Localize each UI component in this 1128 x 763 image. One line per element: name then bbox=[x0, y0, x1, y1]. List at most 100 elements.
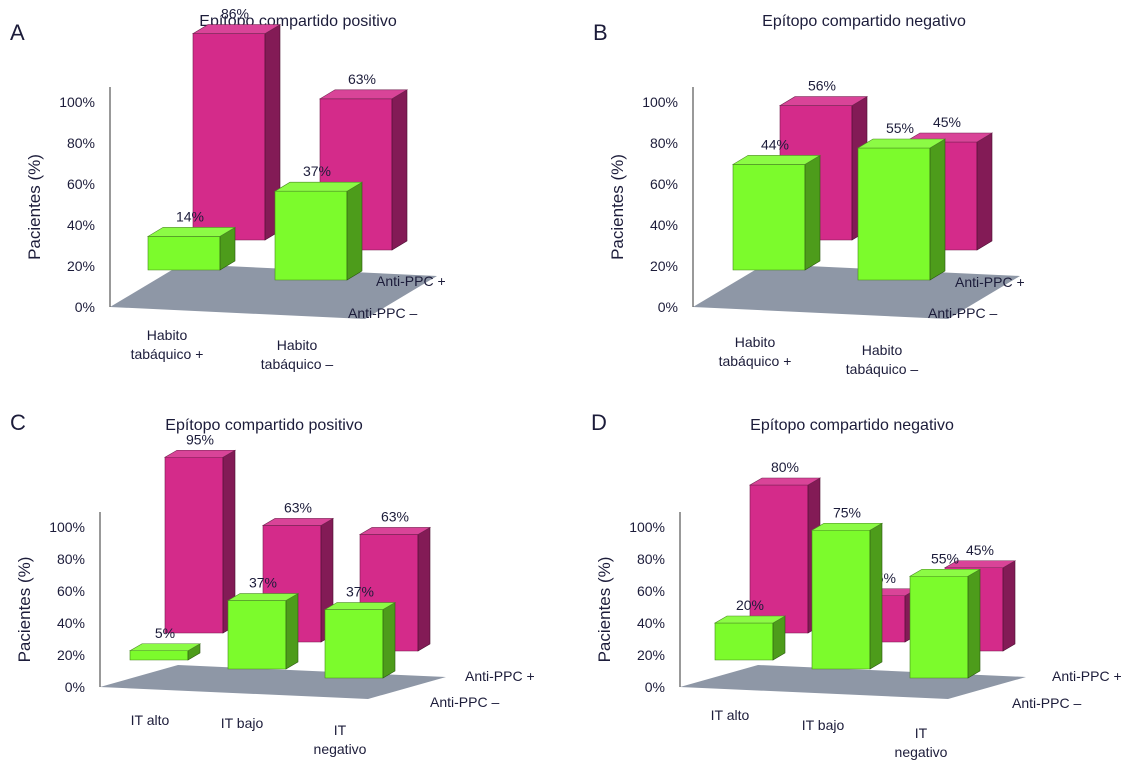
bar-anti-ppc-neg-front bbox=[857, 147, 931, 281]
x-category-label: negativo bbox=[895, 744, 948, 760]
data-label: 45% bbox=[966, 542, 994, 558]
panel-letter: D bbox=[591, 410, 607, 435]
panel-letter: B bbox=[593, 20, 608, 45]
chart-panel-d: D Epítopo compartido negativo 0% 20% 40% 60% 8… bbox=[591, 410, 1122, 760]
y-tick-label: 40% bbox=[650, 217, 678, 233]
x-category-label: Habito bbox=[147, 327, 188, 343]
bar-anti-ppc-neg-top bbox=[908, 568, 982, 577]
x-category-label: tabáquico + bbox=[131, 346, 204, 362]
chart-panel-c: C Epítopo compartido positivo 0% 20% 40% 60% 8… bbox=[10, 410, 535, 757]
chart-title: Epítopo compartido positivo bbox=[165, 417, 363, 434]
x-category-label: IT bbox=[915, 725, 928, 741]
chart-title: Epítopo compartido negativo bbox=[762, 13, 966, 30]
y-tick-label: 100% bbox=[642, 94, 678, 110]
series-label-anti-ppc-neg: Anti-PPC – bbox=[430, 694, 499, 710]
bar-anti-ppc-neg-side bbox=[382, 602, 396, 679]
bar-anti-ppc-neg-front bbox=[274, 190, 348, 281]
bar-anti-ppc-pos-front bbox=[164, 456, 224, 634]
y-axis-label: Pacientes (%) bbox=[25, 154, 44, 260]
y-axis-label: Pacientes (%) bbox=[15, 557, 34, 663]
series-label-anti-ppc-neg: Anti-PPC – bbox=[1012, 695, 1081, 711]
bar-anti-ppc-pos bbox=[358, 526, 432, 652]
y-tick-label: 60% bbox=[650, 176, 678, 192]
x-category-label: IT alto bbox=[711, 707, 750, 723]
y-tick-label: 80% bbox=[637, 551, 665, 567]
y-tick-label: 60% bbox=[67, 176, 95, 192]
bar-anti-ppc-neg bbox=[810, 522, 884, 670]
y-axis-label: Pacientes (%) bbox=[595, 557, 614, 663]
x-category-label: tabáquico – bbox=[846, 361, 919, 377]
y-tick-label: 40% bbox=[637, 615, 665, 631]
data-label: 63% bbox=[284, 499, 312, 515]
y-tick-label: 0% bbox=[645, 679, 665, 695]
bar-anti-ppc-pos-top bbox=[358, 527, 432, 535]
data-label: 44% bbox=[761, 136, 789, 152]
y-tick-label: 0% bbox=[75, 299, 95, 315]
bar-anti-ppc-neg bbox=[128, 643, 202, 661]
bar-anti-ppc-pos-top bbox=[261, 518, 335, 526]
x-category-label: tabáquico – bbox=[261, 356, 334, 372]
data-label: 37% bbox=[303, 163, 331, 179]
bar-anti-ppc-pos-side bbox=[1002, 560, 1016, 652]
data-label: 95% bbox=[186, 431, 214, 447]
bar-anti-ppc-neg-front bbox=[811, 529, 871, 670]
bar-anti-ppc-neg-side bbox=[804, 154, 821, 271]
y-tick-label: 100% bbox=[49, 519, 85, 535]
data-label: 55% bbox=[931, 550, 959, 566]
bar-anti-ppc-neg-top bbox=[273, 181, 364, 192]
bar-anti-ppc-neg-front bbox=[714, 622, 774, 661]
bar-anti-ppc-pos-top bbox=[191, 24, 282, 34]
x-category-label: IT bajo bbox=[221, 715, 264, 731]
chart-title: Epítopo compartido negativo bbox=[750, 417, 954, 434]
bar-anti-ppc-neg-front bbox=[129, 650, 189, 661]
bar-anti-ppc-neg bbox=[226, 593, 300, 670]
bar-anti-ppc-neg-side bbox=[869, 522, 883, 670]
data-label: 20% bbox=[736, 597, 764, 613]
data-label: 14% bbox=[176, 208, 204, 224]
bar-anti-ppc-neg bbox=[908, 568, 982, 679]
bar-anti-ppc-pos-top bbox=[748, 477, 822, 486]
bar-anti-ppc-neg-side bbox=[346, 181, 363, 281]
bar-anti-ppc-neg bbox=[856, 138, 947, 281]
x-category-label: tabáquico + bbox=[719, 353, 792, 369]
chart-panel-b: B Epítopo compartido negativo 0% 20% 40% 60% 8… bbox=[593, 13, 1025, 377]
data-label: 37% bbox=[249, 575, 277, 591]
y-tick-label: 0% bbox=[65, 679, 85, 695]
series-label-anti-ppc-pos: Anti-PPC + bbox=[465, 668, 535, 684]
y-tick-label: 20% bbox=[650, 258, 678, 274]
bar-anti-ppc-pos-side bbox=[391, 89, 408, 251]
bar-anti-ppc-pos bbox=[748, 477, 822, 634]
data-label: 5% bbox=[155, 625, 175, 641]
x-category-label: IT bbox=[334, 722, 347, 738]
bar-anti-ppc-neg-front bbox=[147, 236, 221, 271]
bar-anti-ppc-neg-front bbox=[909, 575, 969, 679]
bar-anti-ppc-neg-top bbox=[323, 602, 397, 610]
bar-anti-ppc-neg-side bbox=[929, 138, 946, 281]
data-label: 75% bbox=[833, 504, 861, 520]
x-category-label: Habito bbox=[277, 337, 318, 353]
panel-letter: A bbox=[10, 20, 25, 45]
data-label: 63% bbox=[348, 71, 376, 87]
y-tick-label: 20% bbox=[57, 647, 85, 663]
bar-anti-ppc-neg-top bbox=[731, 155, 822, 165]
bar-anti-ppc-pos-side bbox=[417, 526, 431, 652]
bar-anti-ppc-neg bbox=[323, 602, 397, 679]
bar-anti-ppc-neg-front bbox=[324, 609, 384, 679]
bar-anti-ppc-neg-front bbox=[227, 600, 287, 670]
y-tick-label: 0% bbox=[658, 299, 678, 315]
y-tick-label: 20% bbox=[67, 258, 95, 274]
x-category-label: Habito bbox=[735, 334, 776, 350]
chart-floor bbox=[693, 264, 1020, 319]
bar-anti-ppc-neg bbox=[146, 226, 237, 271]
bar-anti-ppc-neg bbox=[713, 615, 787, 661]
y-axis-label: Pacientes (%) bbox=[608, 154, 627, 260]
bar-anti-ppc-pos-top bbox=[943, 560, 1017, 569]
bar-anti-ppc-neg-side bbox=[772, 615, 786, 661]
y-tick-label: 100% bbox=[59, 94, 95, 110]
panel-letter: C bbox=[10, 410, 26, 435]
bar-anti-ppc-pos-top bbox=[163, 449, 237, 458]
bar-anti-ppc-pos bbox=[191, 24, 282, 241]
bar-anti-ppc-neg-front bbox=[732, 164, 806, 271]
series-label-anti-ppc-pos: Anti-PPC + bbox=[376, 273, 446, 289]
y-tick-label: 100% bbox=[629, 519, 665, 535]
